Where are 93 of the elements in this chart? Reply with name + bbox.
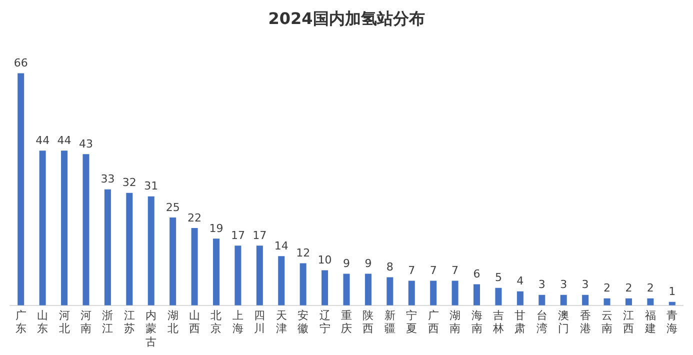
bar xyxy=(170,217,176,306)
bar xyxy=(604,298,610,306)
x-tick-label: 青海 xyxy=(666,308,678,336)
x-tick-label: 甘肃 xyxy=(514,308,526,336)
data-label: 32 xyxy=(122,176,136,190)
bar xyxy=(61,150,68,306)
data-label: 25 xyxy=(166,200,180,214)
x-tick-label: 陕西 xyxy=(362,308,374,336)
data-label: 9 xyxy=(364,257,372,270)
bar xyxy=(148,196,154,306)
data-label: 33 xyxy=(100,172,115,186)
data-label: 19 xyxy=(209,222,224,235)
bar xyxy=(582,294,589,306)
x-tick-label: 福建 xyxy=(644,308,656,336)
data-label: 31 xyxy=(144,180,158,193)
data-label: 4 xyxy=(516,274,524,288)
data-label: 3 xyxy=(582,278,589,292)
bar xyxy=(538,294,546,306)
data-label: 3 xyxy=(560,278,568,292)
bar xyxy=(104,189,111,306)
x-tick-label: 辽宁 xyxy=(319,308,330,336)
x-tick-label: 宁夏 xyxy=(406,308,418,336)
bar xyxy=(234,246,242,306)
x-tick-label: 北京 xyxy=(210,308,222,336)
data-label: 10 xyxy=(318,254,332,267)
bar xyxy=(256,246,263,306)
data-label: 3 xyxy=(538,278,546,292)
bar xyxy=(278,256,285,306)
data-label: 2 xyxy=(604,282,611,295)
x-tick-label: 新疆 xyxy=(384,308,396,336)
bar xyxy=(560,294,567,306)
data-label: 22 xyxy=(188,211,202,224)
data-label: 7 xyxy=(430,264,437,278)
x-tick-label: 湖北 xyxy=(167,308,178,336)
bar xyxy=(300,263,306,306)
data-label: 9 xyxy=(343,257,350,270)
bar xyxy=(364,274,372,306)
data-label: 44 xyxy=(57,134,72,148)
data-label: 43 xyxy=(78,138,93,151)
bar xyxy=(39,150,46,306)
x-tick-label: 重庆 xyxy=(341,308,352,336)
x-tick-label: 四川 xyxy=(254,308,266,336)
x-tick-label: 吉林 xyxy=(492,308,504,336)
x-tick-label: 山东 xyxy=(37,308,48,336)
data-label: 7 xyxy=(452,264,459,278)
bar xyxy=(212,238,220,306)
data-label: 17 xyxy=(230,228,245,242)
bar xyxy=(82,154,90,306)
x-tick-label: 安徽 xyxy=(298,308,309,336)
x-tick-label: 内蒙古 xyxy=(146,308,157,348)
data-label: 2 xyxy=(646,282,654,295)
x-tick-label: 江苏 xyxy=(124,308,135,336)
bar xyxy=(408,280,415,306)
x-tick-label: 河南 xyxy=(80,308,92,336)
data-label: 5 xyxy=(494,271,502,284)
data-label: 8 xyxy=(386,260,394,274)
x-tick-label: 广东 xyxy=(15,308,26,336)
bar xyxy=(474,284,480,306)
data-label: 7 xyxy=(408,264,416,278)
x-tick-label: 河北 xyxy=(58,308,70,336)
data-label: 66 xyxy=(14,56,28,70)
x-tick-label: 香港 xyxy=(580,308,591,336)
x-tick-label: 浙江 xyxy=(102,308,114,336)
data-label: 44 xyxy=(36,134,50,148)
x-tick-label: 海南 xyxy=(471,308,482,336)
bar xyxy=(452,280,458,306)
bar xyxy=(495,288,502,306)
x-tick-label: 云南 xyxy=(602,308,613,336)
bar xyxy=(126,192,133,306)
x-tick-label: 澳门 xyxy=(558,308,570,336)
bar xyxy=(322,270,328,306)
bar xyxy=(430,280,437,306)
x-tick-label: 山西 xyxy=(189,308,200,336)
x-tick-label: 上海 xyxy=(232,308,244,336)
x-tick-label: 湖南 xyxy=(450,308,461,336)
chart-title: 2024国内加氢站分布 xyxy=(268,8,425,28)
data-label: 1 xyxy=(668,285,676,298)
x-tick-label: 天津 xyxy=(276,308,287,336)
data-label: 6 xyxy=(473,268,480,281)
bar xyxy=(516,291,524,306)
x-tick-label: 台湾 xyxy=(536,308,548,336)
data-label: 2 xyxy=(625,282,632,295)
bar xyxy=(18,73,24,306)
bar xyxy=(386,277,394,306)
x-tick-label: 江西 xyxy=(623,308,634,336)
data-label: 17 xyxy=(252,228,267,242)
bar xyxy=(343,274,350,306)
data-label: 12 xyxy=(296,246,310,260)
data-label: 14 xyxy=(274,240,288,253)
x-tick-label: 广西 xyxy=(428,308,439,336)
bar xyxy=(191,228,198,306)
bar xyxy=(647,298,654,306)
bar xyxy=(625,298,632,306)
